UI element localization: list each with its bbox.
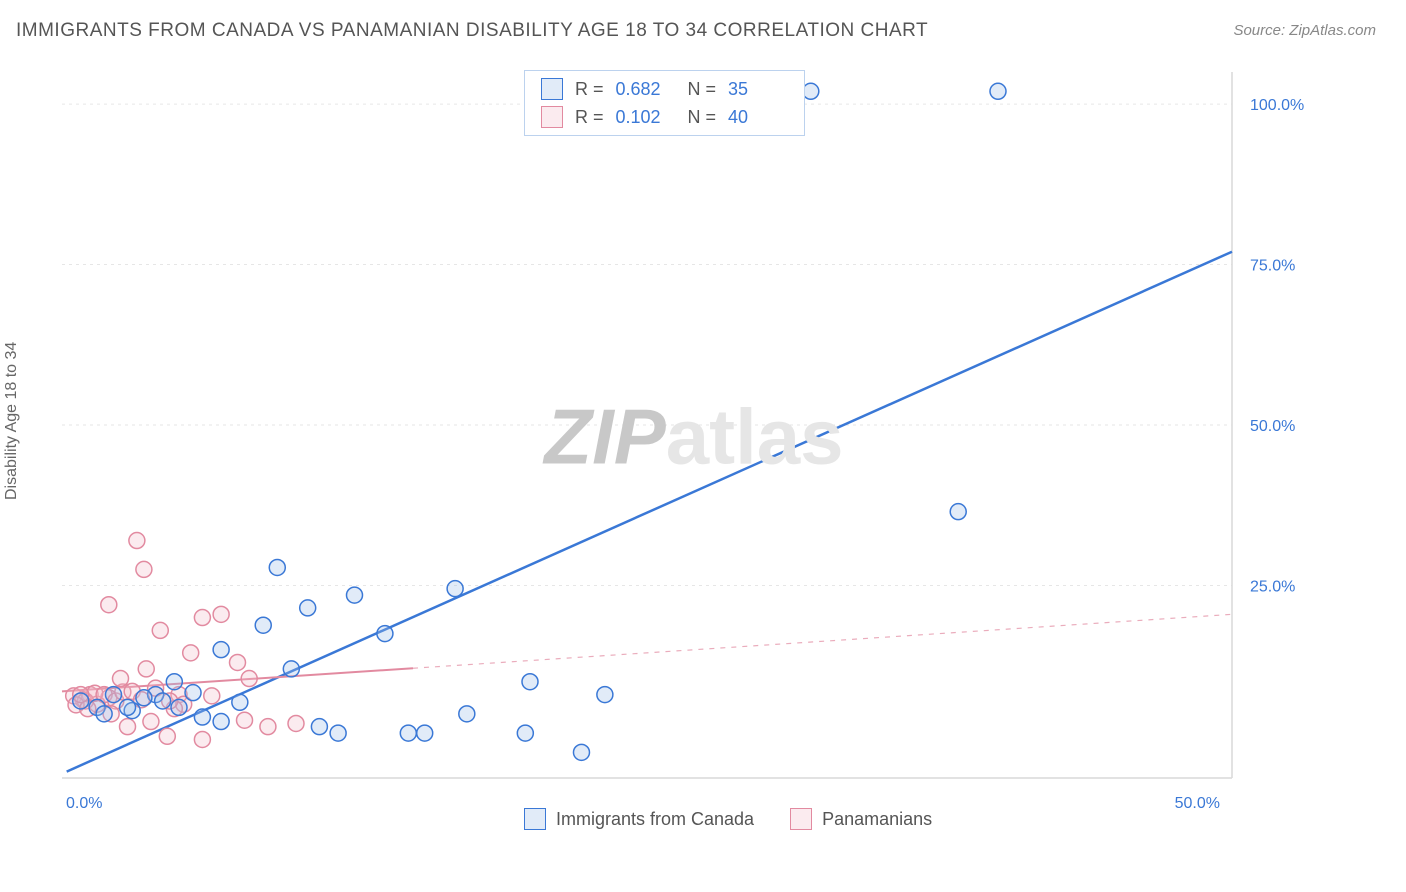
svg-text:100.0%: 100.0% xyxy=(1250,97,1304,114)
legend-swatch xyxy=(541,106,563,128)
correlation-legend: R =0.682N =35R =0.102N =40 xyxy=(524,70,805,136)
legend-swatch xyxy=(790,808,812,830)
legend-item: Panamanians xyxy=(790,808,932,830)
svg-text:25.0%: 25.0% xyxy=(1250,578,1295,595)
legend-swatch xyxy=(524,808,546,830)
legend-label: Immigrants from Canada xyxy=(556,809,754,830)
legend-label: Panamanians xyxy=(822,809,932,830)
legend-row: R =0.682N =35 xyxy=(541,75,788,103)
svg-text:75.0%: 75.0% xyxy=(1250,258,1295,275)
series-legend: Immigrants from Canada Panamanians xyxy=(524,808,932,830)
svg-text:50.0%: 50.0% xyxy=(1250,418,1295,435)
svg-text:50.0%: 50.0% xyxy=(1175,795,1220,812)
svg-text:0.0%: 0.0% xyxy=(66,795,102,812)
y-axis-label: Disability Age 18 to 34 xyxy=(3,341,21,499)
scatter-svg: 25.0% 50.0% 75.0% 100.0% 0.0% 50.0% xyxy=(56,66,1332,838)
plot-area: 25.0%50.0%75.0%100.0%0.0%50.0% ZIPatlas … xyxy=(56,66,1332,838)
legend-row: R =0.102N =40 xyxy=(541,103,788,131)
chart-title: IMMIGRANTS FROM CANADA VS PANAMANIAN DIS… xyxy=(16,20,928,42)
chart-container: IMMIGRANTS FROM CANADA VS PANAMANIAN DIS… xyxy=(0,0,1406,892)
legend-item: Immigrants from Canada xyxy=(524,808,754,830)
source-label: Source: ZipAtlas.com xyxy=(1233,22,1376,39)
legend-swatch xyxy=(541,78,563,100)
